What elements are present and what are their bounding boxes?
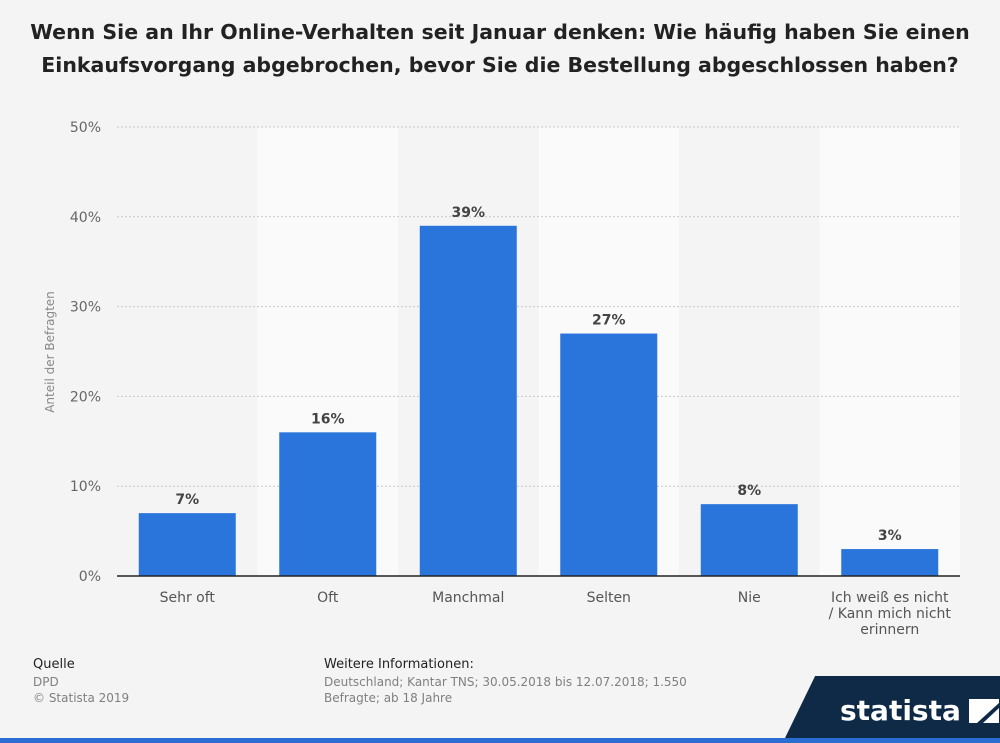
statista-logo-icon [968,698,999,723]
column-band [819,127,960,576]
data-label: 8% [737,483,761,499]
bar[interactable] [279,432,377,576]
y-tick-label: 50% [70,120,101,136]
source-value: DPD [33,675,59,689]
logo-background [785,676,1000,738]
data-label: 39% [451,205,485,221]
column-band [117,127,258,576]
bar-chart: 0% 10% 20% 30% 40% 50% 7% 16% 39% 27% 8% 3% Sehr o… [43,120,960,638]
source-label: Quelle [33,657,75,672]
x-tick-label: Sehr oft [160,590,216,606]
data-label: 7% [175,492,199,508]
logo-text: statista [840,694,961,727]
info-line-1: Deutschland; Kantar TNS; 30.05.2018 bis … [324,675,687,689]
info-line-2: Befragte; ab 18 Jahre [324,691,453,705]
statista-logo[interactable]: statista [840,694,999,727]
y-tick-label: 10% [70,479,101,495]
bar[interactable] [841,549,939,576]
y-tick-label: 30% [70,300,101,316]
copyright: © Statista 2019 [33,691,130,705]
y-tick-label: 40% [70,210,101,226]
y-tick-label: 0% [79,569,101,585]
data-label: 27% [592,313,626,329]
data-label: 3% [878,528,902,544]
bottom-accent-bar [0,738,1000,743]
x-tick-label: Nie [738,590,761,606]
info-label: Weitere Informationen: [324,657,474,672]
x-tick-label: Ich weiß es nicht / Kann mich nicht erinne… [829,590,952,638]
x-tick-label: Selten [587,590,631,606]
column-band [679,127,820,576]
bar[interactable] [560,333,658,576]
bar[interactable] [419,225,517,576]
chart-title: Wenn Sie an Ihr Online-Verhalten seit Ja… [30,20,970,77]
bar[interactable] [138,513,236,576]
x-tick-label: Oft [317,590,339,606]
y-axis-label: Anteil der Befragten [43,291,57,413]
data-label: 16% [311,411,345,427]
y-tick-label: 20% [70,389,101,405]
x-tick-label: Manchmal [432,590,504,606]
bar[interactable] [700,504,798,576]
